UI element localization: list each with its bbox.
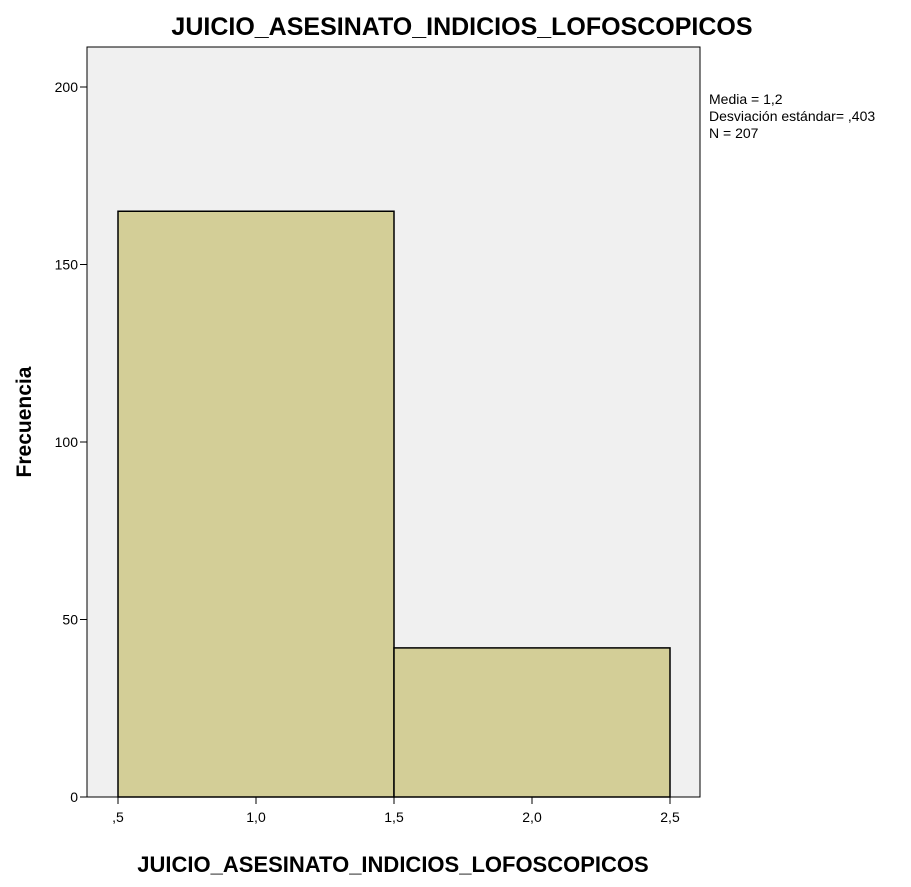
x-tick-label: ,5 [112,809,124,825]
y-axis: 0 50 100 150 200 [55,79,87,805]
y-tick-label: 150 [55,257,79,273]
histogram-bar-1 [117,210,395,798]
chart-title: JUICIO_ASESINATO_INDICIOS_LOFOSCOPICOS [171,13,752,41]
y-tick-label: 200 [55,79,79,95]
y-axis-label: Frecuencia [13,366,36,477]
y-tick-label: 100 [55,434,79,450]
stats-box: Media = 1,2 Desviación estándar= ,403 N … [709,91,875,141]
bars-group [117,210,671,798]
histogram-bar-2 [393,647,671,798]
x-tick-label: 1,0 [246,809,266,825]
y-tick-label: 0 [70,789,78,805]
y-tick-label: 50 [62,612,78,628]
stat-n: N = 207 [709,125,759,141]
stat-mean: Media = 1,2 [709,91,783,107]
x-axis-label: JUICIO_ASESINATO_INDICIOS_LOFOSCOPICOS [137,852,648,877]
x-tick-label: 1,5 [384,809,404,825]
x-tick-label: 2,0 [522,809,542,825]
x-tick-label: 2,5 [660,809,680,825]
stat-std: Desviación estándar= ,403 [709,108,875,124]
x-axis: ,5 1,0 1,5 2,0 2,5 [112,797,680,825]
